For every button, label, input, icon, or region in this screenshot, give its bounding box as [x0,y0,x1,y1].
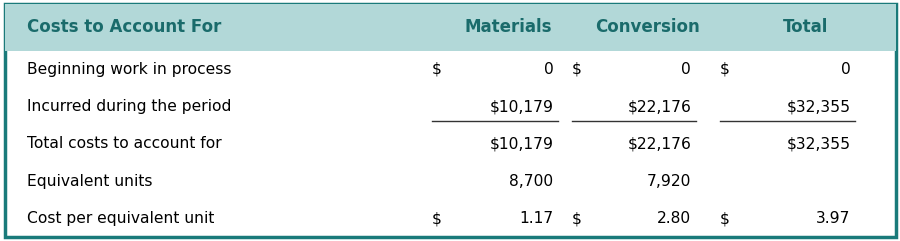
Text: Conversion: Conversion [596,18,700,36]
Text: $32,355: $32,355 [787,136,850,152]
Text: 1.17: 1.17 [519,211,554,226]
Text: Materials: Materials [464,18,553,36]
Text: 7,920: 7,920 [647,174,691,189]
Text: Costs to Account For: Costs to Account For [27,18,221,36]
Text: Beginning work in process: Beginning work in process [27,62,231,77]
Text: $10,179: $10,179 [490,99,554,114]
Text: $: $ [432,62,442,77]
Text: $22,176: $22,176 [627,136,691,152]
Text: $32,355: $32,355 [787,99,850,114]
Text: Total costs to account for: Total costs to account for [27,136,221,152]
Text: $: $ [432,211,442,226]
Text: 3.97: 3.97 [816,211,850,226]
Text: 8,700: 8,700 [509,174,554,189]
Text: $22,176: $22,176 [627,99,691,114]
Text: $: $ [720,211,730,226]
Text: 0: 0 [841,62,850,77]
Text: $: $ [720,62,730,77]
Text: $: $ [572,211,581,226]
Text: $10,179: $10,179 [490,136,554,152]
Text: $: $ [572,62,581,77]
Text: Incurred during the period: Incurred during the period [27,99,231,114]
Text: Equivalent units: Equivalent units [27,174,152,189]
Text: Total: Total [783,18,828,36]
Text: Cost per equivalent unit: Cost per equivalent unit [27,211,214,226]
Text: 2.80: 2.80 [657,211,691,226]
Text: 0: 0 [681,62,691,77]
Bar [4,4,896,51]
Text: 0: 0 [544,62,554,77]
